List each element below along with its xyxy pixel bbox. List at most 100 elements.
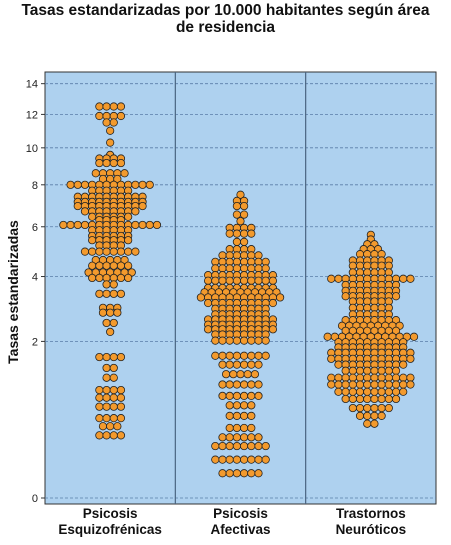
data-point xyxy=(124,261,133,270)
data-point xyxy=(254,360,263,369)
y-tick-label: 6 xyxy=(32,222,38,234)
data-point xyxy=(95,111,104,121)
data-point xyxy=(204,276,213,285)
data-point xyxy=(261,336,270,345)
data-point xyxy=(348,366,357,375)
data-point xyxy=(348,261,357,270)
y-tick-label: 14 xyxy=(26,79,38,91)
data-point xyxy=(254,433,263,442)
data-point xyxy=(116,158,126,168)
data-point xyxy=(406,373,415,382)
data-point xyxy=(225,441,234,451)
data-point xyxy=(236,190,245,199)
data-point xyxy=(113,308,122,317)
data-point xyxy=(232,201,241,211)
data-point xyxy=(225,229,234,238)
data-point xyxy=(377,366,386,375)
data-point xyxy=(268,276,277,285)
data-point xyxy=(225,360,234,369)
data-point xyxy=(370,380,379,389)
data-point xyxy=(377,403,386,413)
data-point xyxy=(116,273,126,283)
data-point xyxy=(232,411,241,420)
data-point xyxy=(102,102,111,111)
y-axis-ticks: 0 2 4 6 8 10 12 14 xyxy=(26,79,45,505)
data-point xyxy=(363,366,372,375)
data-point xyxy=(247,380,256,389)
data-point xyxy=(363,373,372,382)
data-point xyxy=(80,247,90,256)
data-point xyxy=(391,366,401,375)
data-point xyxy=(138,201,147,211)
data-point xyxy=(377,380,386,389)
data-point xyxy=(370,411,379,420)
data-point xyxy=(243,370,252,379)
data-point xyxy=(391,326,401,335)
data-point xyxy=(406,380,415,389)
data-point xyxy=(370,387,379,396)
data-point xyxy=(232,264,241,273)
data-point xyxy=(95,158,104,168)
data-point xyxy=(152,220,162,230)
y-tick-label: 0 xyxy=(32,493,38,505)
data-point xyxy=(254,391,263,401)
data-point xyxy=(232,441,241,451)
data-point xyxy=(95,261,104,270)
data-point xyxy=(88,212,97,221)
data-point xyxy=(254,264,263,273)
data-point xyxy=(254,455,263,464)
data-point xyxy=(355,411,365,420)
data-point xyxy=(384,403,393,413)
data-point xyxy=(102,280,111,289)
data-point xyxy=(131,207,140,216)
data-point xyxy=(341,387,350,396)
data-point xyxy=(236,217,245,226)
data-point xyxy=(406,354,415,363)
data-point xyxy=(391,394,401,404)
data-point xyxy=(211,351,220,360)
data-point xyxy=(334,380,343,389)
data-point xyxy=(222,370,231,379)
data-point xyxy=(240,360,249,369)
data-point xyxy=(254,351,263,360)
data-point xyxy=(240,201,249,211)
category-dividers xyxy=(174,72,307,504)
data-point xyxy=(225,351,234,360)
data-point xyxy=(88,247,97,256)
data-point xyxy=(355,403,365,413)
data-point xyxy=(384,261,393,270)
data-point xyxy=(218,360,227,369)
data-point xyxy=(229,370,238,379)
data-point xyxy=(225,391,234,401)
data-point xyxy=(355,261,365,270)
data-point xyxy=(355,394,365,404)
data-point xyxy=(218,380,227,389)
data-points xyxy=(59,102,419,478)
data-point xyxy=(109,289,118,298)
data-point xyxy=(225,380,234,389)
category-label: Afectivas xyxy=(210,522,270,537)
data-point xyxy=(95,247,104,256)
data-point xyxy=(406,274,415,283)
data-point xyxy=(341,380,350,389)
data-point xyxy=(363,380,372,389)
data-point xyxy=(116,402,126,411)
data-point xyxy=(225,276,234,285)
data-point xyxy=(275,293,285,302)
data-point xyxy=(145,220,154,230)
data-point xyxy=(106,327,115,336)
data-point xyxy=(247,433,256,442)
category-series xyxy=(59,102,162,440)
data-point xyxy=(218,441,227,451)
data-point xyxy=(363,403,372,413)
data-point xyxy=(334,373,343,382)
chart-title-line-2: de residencia xyxy=(175,19,276,36)
data-point xyxy=(377,394,386,404)
data-point xyxy=(113,422,122,431)
data-point xyxy=(377,387,386,396)
data-point xyxy=(348,380,357,389)
data-point xyxy=(109,363,118,373)
data-point xyxy=(102,393,111,402)
data-point xyxy=(116,385,126,395)
data-point xyxy=(232,360,241,369)
